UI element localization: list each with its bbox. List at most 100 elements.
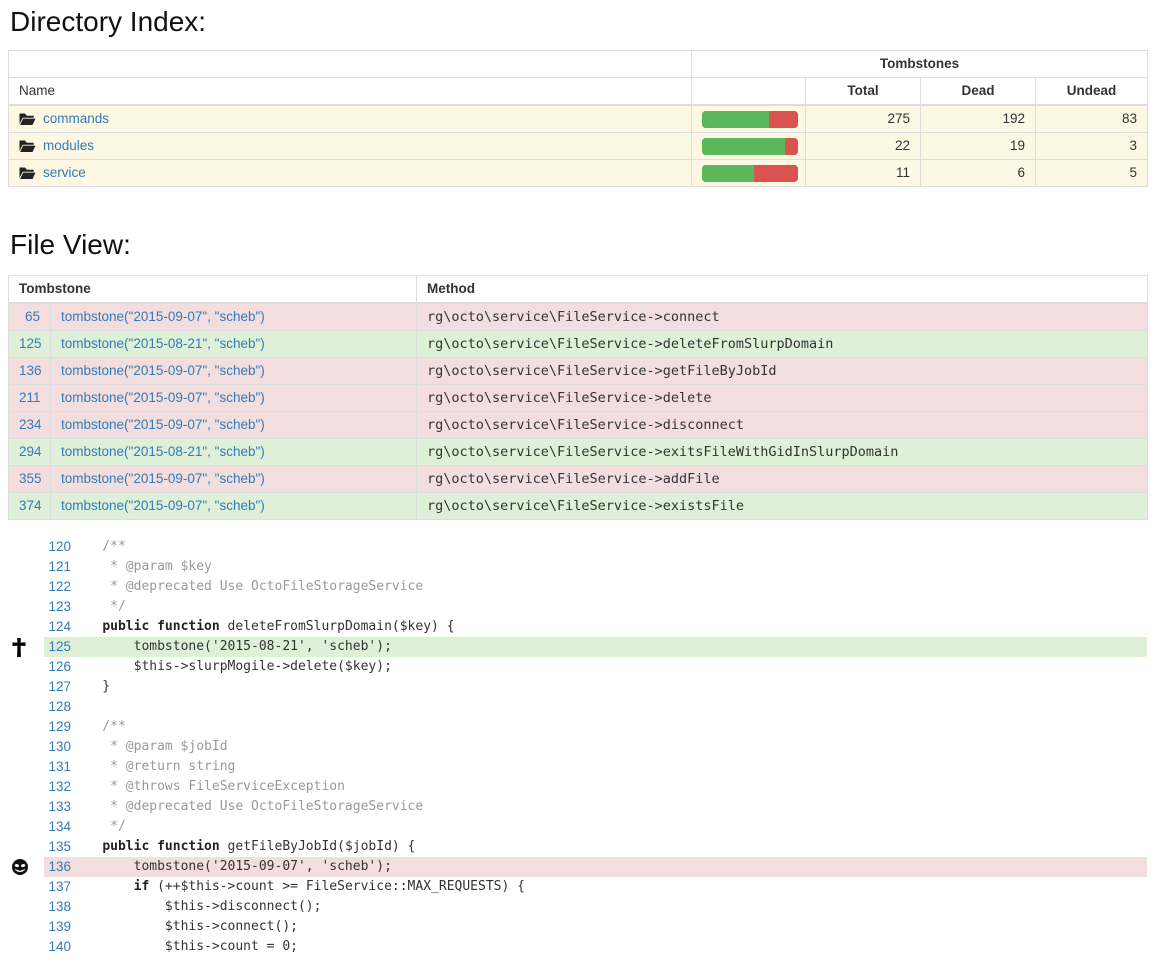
tombstone-call-link[interactable]: tombstone("2015-09-07", "scheb") bbox=[61, 363, 265, 378]
gutter-spacer bbox=[8, 917, 44, 937]
gutter-spacer bbox=[8, 737, 44, 757]
code-line-content: 132 * @throws FileServiceException bbox=[44, 777, 1147, 797]
tombstone-call-cell: tombstone("2015-08-21", "scheb") bbox=[50, 330, 417, 358]
code-line-content: 123 */ bbox=[44, 597, 1147, 617]
tombstone-call-link[interactable]: tombstone("2015-09-07", "scheb") bbox=[61, 471, 265, 486]
code-line: 122 * @deprecated Use OctoFileStorageSer… bbox=[8, 577, 1147, 597]
code-line-number: 124 bbox=[48, 619, 71, 634]
file-view-row: 211 tombstone("2015-09-07", "scheb") rg\oc… bbox=[8, 384, 1148, 412]
code-line: 126 $this->slurpMogile->delete($key); bbox=[8, 657, 1147, 677]
tombstone-call-link[interactable]: tombstone("2015-09-07", "scheb") bbox=[61, 498, 265, 513]
gutter-spacer bbox=[8, 897, 44, 917]
tombstone-call-cell: tombstone("2015-09-07", "scheb") bbox=[50, 465, 417, 493]
directory-header-spacer bbox=[8, 50, 692, 78]
tombstone-call-link[interactable]: tombstone("2015-08-21", "scheb") bbox=[61, 336, 265, 351]
directory-link[interactable]: service bbox=[43, 165, 86, 180]
directory-link[interactable]: modules bbox=[43, 138, 95, 153]
method-column-header: Method bbox=[416, 275, 1148, 304]
code-line-number: 129 bbox=[48, 719, 71, 734]
code-line: 129 /** bbox=[8, 717, 1147, 737]
code-line: 135 public function getFileByJobId($jobI… bbox=[8, 837, 1147, 857]
code-line-number: 137 bbox=[48, 879, 71, 894]
code-line-number: 132 bbox=[48, 779, 71, 794]
method-cell: rg\octo\service\FileService->delete bbox=[416, 384, 1148, 412]
undead-bar-segment bbox=[754, 164, 798, 182]
code-line: 137 if (++$this->count >= FileService::M… bbox=[8, 877, 1147, 897]
code-line-content: 129 /** bbox=[44, 717, 1147, 737]
gutter-spacer bbox=[8, 577, 44, 597]
code-line-number: 130 bbox=[48, 739, 71, 754]
code-text: /** bbox=[71, 719, 126, 734]
code-line-number: 120 bbox=[48, 539, 71, 554]
code-line-number: 136 bbox=[48, 859, 71, 874]
code-line-number: 121 bbox=[48, 559, 71, 574]
undead-cell: 83 bbox=[1034, 104, 1149, 133]
code-line: 127 } bbox=[8, 677, 1147, 697]
tombstone-call-link[interactable]: tombstone("2015-08-21", "scheb") bbox=[61, 444, 265, 459]
folder-icon bbox=[19, 112, 36, 127]
tombstone-progress-bar bbox=[702, 110, 798, 128]
code-view: 120 /** 121 * @param $key 122 * @deprecate… bbox=[8, 537, 1147, 957]
line-number-link[interactable]: 234 bbox=[19, 417, 42, 432]
dead-cross-icon bbox=[8, 637, 44, 657]
progress-cell bbox=[691, 132, 806, 160]
line-number-link[interactable]: 294 bbox=[19, 444, 42, 459]
code-line-content: 130 * @param $jobId bbox=[44, 737, 1147, 757]
code-line-content: 138 $this->disconnect(); bbox=[44, 897, 1147, 917]
method-cell: rg\octo\service\FileService->exitsFileWi… bbox=[416, 438, 1148, 466]
code-line-content: 125 tombstone('2015-08-21', 'scheb'); bbox=[44, 637, 1147, 657]
method-cell: rg\octo\service\FileService->existsFile bbox=[416, 492, 1148, 520]
code-line-number: 140 bbox=[48, 939, 71, 954]
undead-cell: 5 bbox=[1034, 159, 1149, 187]
line-number-link[interactable]: 65 bbox=[24, 309, 40, 324]
tombstone-call-cell: tombstone("2015-09-07", "scheb") bbox=[50, 492, 417, 520]
undead-column-header: Undead bbox=[1034, 77, 1149, 106]
file-view-row: 65 tombstone("2015-09-07", "scheb") rg\oct… bbox=[8, 302, 1148, 331]
gutter-spacer bbox=[8, 697, 44, 717]
directory-name-cell: service bbox=[8, 159, 692, 187]
line-number-link[interactable]: 211 bbox=[19, 390, 41, 405]
gutter-spacer bbox=[8, 717, 44, 737]
code-line: 139 $this->connect(); bbox=[8, 917, 1147, 937]
tombstone-call-cell: tombstone("2015-09-07", "scheb") bbox=[50, 302, 417, 331]
line-number-cell: 355 bbox=[8, 465, 51, 493]
gutter-spacer bbox=[8, 877, 44, 897]
total-cell: 22 bbox=[805, 132, 921, 160]
file-view-row: 125 tombstone("2015-08-21", "scheb") rg\oc… bbox=[8, 330, 1148, 358]
line-number-link[interactable]: 136 bbox=[19, 363, 42, 378]
line-number-cell: 211 bbox=[8, 384, 51, 412]
gutter-spacer bbox=[8, 557, 44, 577]
line-number-link[interactable]: 125 bbox=[19, 336, 42, 351]
code-line-content: 126 $this->slurpMogile->delete($key); bbox=[44, 657, 1147, 677]
code-line: 131 * @return string bbox=[8, 757, 1147, 777]
code-line-number: 138 bbox=[48, 899, 71, 914]
line-number-cell: 374 bbox=[8, 492, 51, 520]
tombstone-call-cell: tombstone("2015-08-21", "scheb") bbox=[50, 438, 417, 466]
tombstone-call-link[interactable]: tombstone("2015-09-07", "scheb") bbox=[61, 390, 265, 405]
directory-link[interactable]: commands bbox=[43, 111, 110, 126]
method-cell: rg\octo\service\FileService->deleteFromS… bbox=[416, 330, 1148, 358]
line-number-cell: 125 bbox=[8, 330, 51, 358]
folder-icon bbox=[19, 139, 36, 154]
gutter-spacer bbox=[8, 837, 44, 857]
dead-cell: 19 bbox=[920, 132, 1036, 160]
code-text: */ bbox=[71, 599, 126, 614]
line-number-link[interactable]: 374 bbox=[19, 498, 42, 513]
code-text: $this->disconnect(); bbox=[71, 899, 322, 914]
tombstone-call-link[interactable]: tombstone("2015-09-07", "scheb") bbox=[61, 417, 265, 432]
code-line: 136 tombstone('2015-09-07', 'scheb'); bbox=[8, 857, 1147, 877]
tombstone-call-link[interactable]: tombstone("2015-09-07", "scheb") bbox=[61, 309, 265, 324]
line-number-link[interactable]: 355 bbox=[19, 471, 42, 486]
code-line-number: 125 bbox=[48, 639, 71, 654]
progress-cell bbox=[691, 159, 806, 187]
code-line: 120 /** bbox=[8, 537, 1147, 557]
code-line-content: 139 $this->connect(); bbox=[44, 917, 1147, 937]
code-line-number: 127 bbox=[48, 679, 71, 694]
code-text: * @return string bbox=[71, 759, 236, 774]
directory-table-row: commands 275 192 83 bbox=[8, 104, 1149, 133]
undead-cell: 3 bbox=[1034, 132, 1149, 160]
directory-index-title: Directory Index: bbox=[10, 6, 207, 37]
directory-index-table: Tombstones Name Total Dead Undead comman… bbox=[8, 50, 1149, 187]
tombstone-progress-bar bbox=[702, 164, 798, 182]
file-view-title: File View: bbox=[10, 229, 131, 260]
